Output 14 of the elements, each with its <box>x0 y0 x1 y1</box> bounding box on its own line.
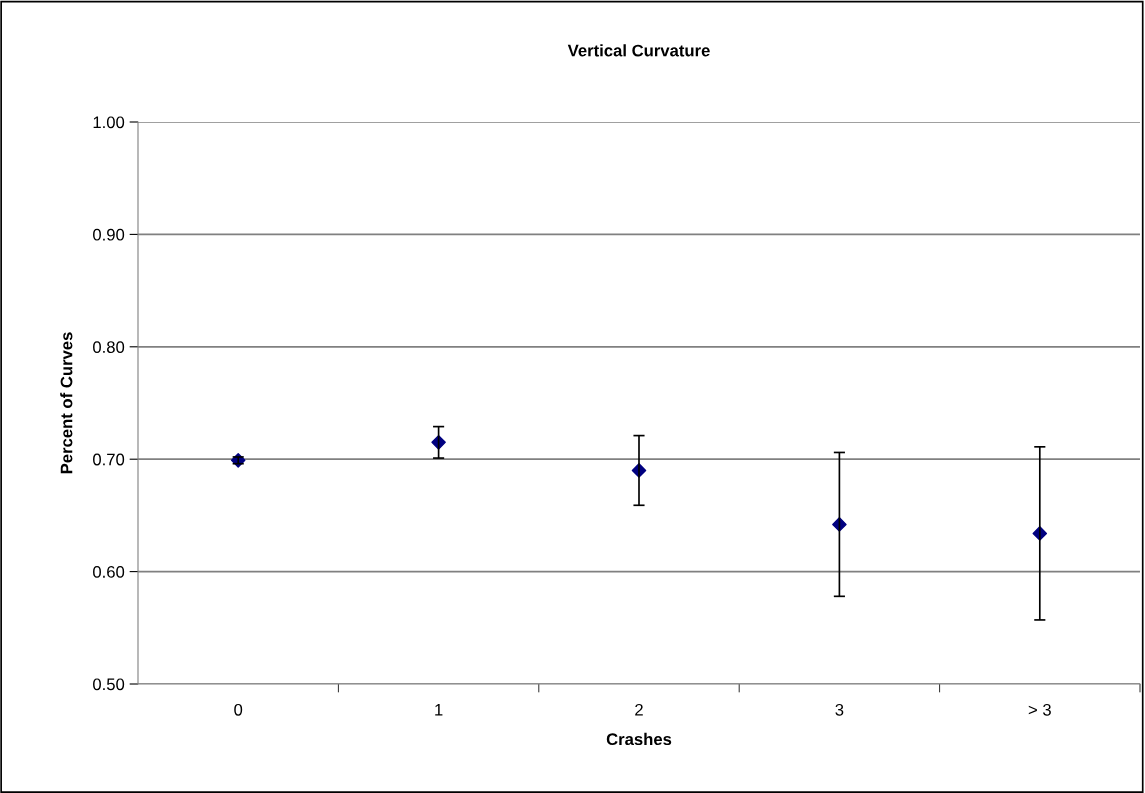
y-tick-label: 0.60 <box>93 566 125 578</box>
y-tick-label: 0.80 <box>93 341 125 353</box>
x-tick-label: 0 <box>234 703 243 716</box>
y-tick-label: 0.70 <box>93 453 125 466</box>
x-tick-label: 1 <box>435 704 443 716</box>
y-tick-label: 0.50 <box>93 678 125 691</box>
y-tick-label: 0.90 <box>93 228 125 241</box>
x-tick-label: 3 <box>835 703 844 716</box>
x-tick-label: > 3 <box>1028 703 1051 716</box>
x-tick-label: 2 <box>635 703 643 716</box>
y-axis-title: Percent of Curves <box>60 332 73 474</box>
chart-title: Vertical Curvature <box>567 44 710 57</box>
y-tick-label: 1.00 <box>93 116 125 129</box>
x-axis-title: Crashes <box>606 732 672 746</box>
